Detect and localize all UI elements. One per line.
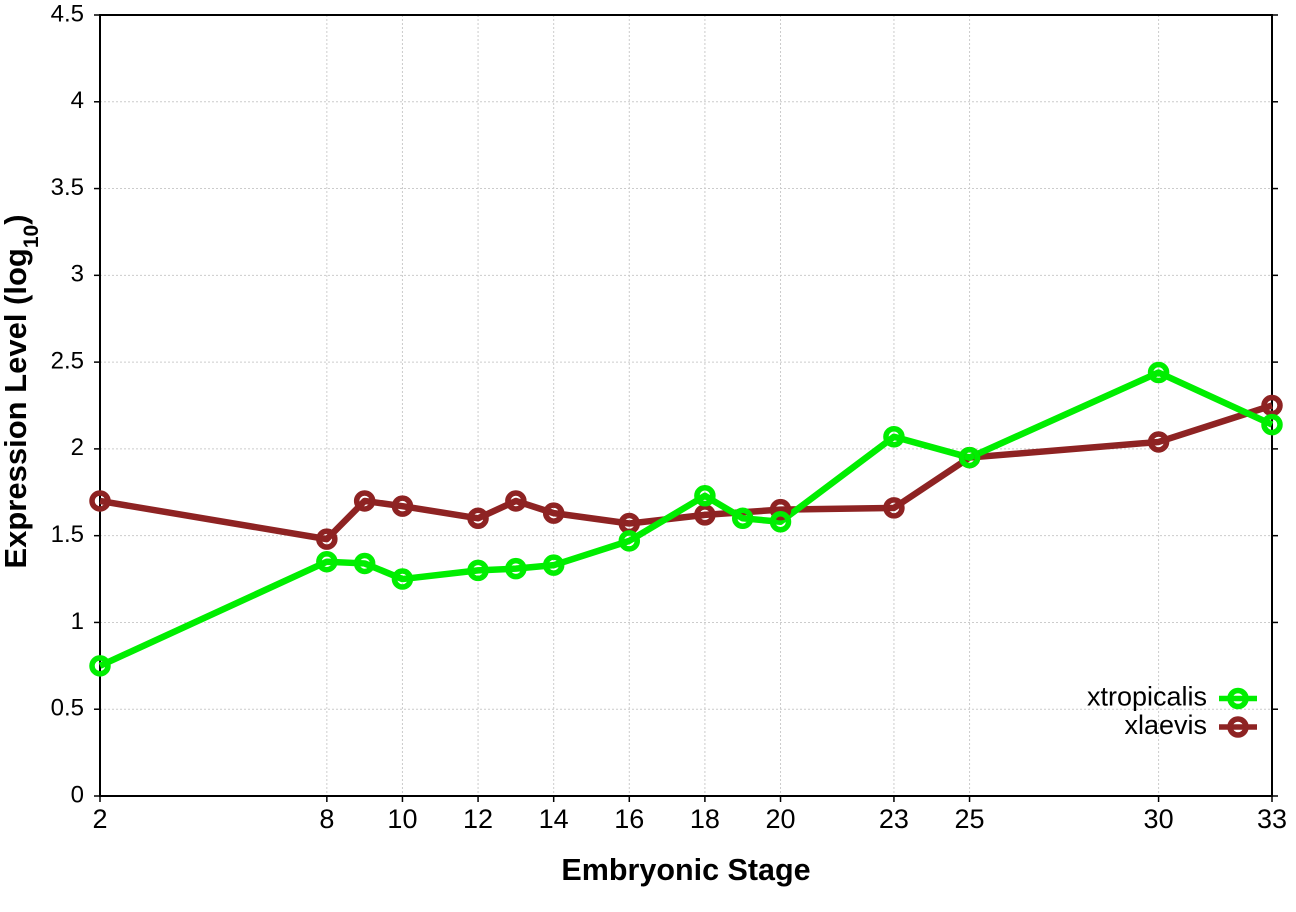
svg-text:xlaevis: xlaevis [1124,710,1207,740]
svg-text:2: 2 [92,804,107,834]
svg-text:12: 12 [463,804,493,834]
svg-text:0.5: 0.5 [51,695,84,722]
svg-text:23: 23 [879,804,909,834]
svg-text:3.5: 3.5 [51,174,84,201]
svg-text:20: 20 [765,804,795,834]
svg-text:10: 10 [387,804,417,834]
svg-text:0: 0 [71,781,84,808]
svg-text:2: 2 [71,434,84,461]
svg-text:Expression Level (log10): Expression Level (log10) [0,214,43,568]
svg-text:18: 18 [690,804,720,834]
svg-text:1: 1 [71,608,84,635]
svg-text:33: 33 [1257,804,1287,834]
svg-text:1.5: 1.5 [51,521,84,548]
svg-text:3: 3 [71,261,84,288]
svg-text:xtropicalis: xtropicalis [1087,682,1207,712]
svg-text:14: 14 [539,804,569,834]
svg-text:25: 25 [955,804,985,834]
svg-text:16: 16 [614,804,644,834]
svg-text:Embryonic Stage: Embryonic Stage [561,853,810,887]
svg-text:8: 8 [319,804,334,834]
svg-text:2.5: 2.5 [51,347,84,374]
svg-text:4.5: 4.5 [51,0,84,27]
svg-text:30: 30 [1144,804,1174,834]
svg-text:4: 4 [71,87,84,114]
